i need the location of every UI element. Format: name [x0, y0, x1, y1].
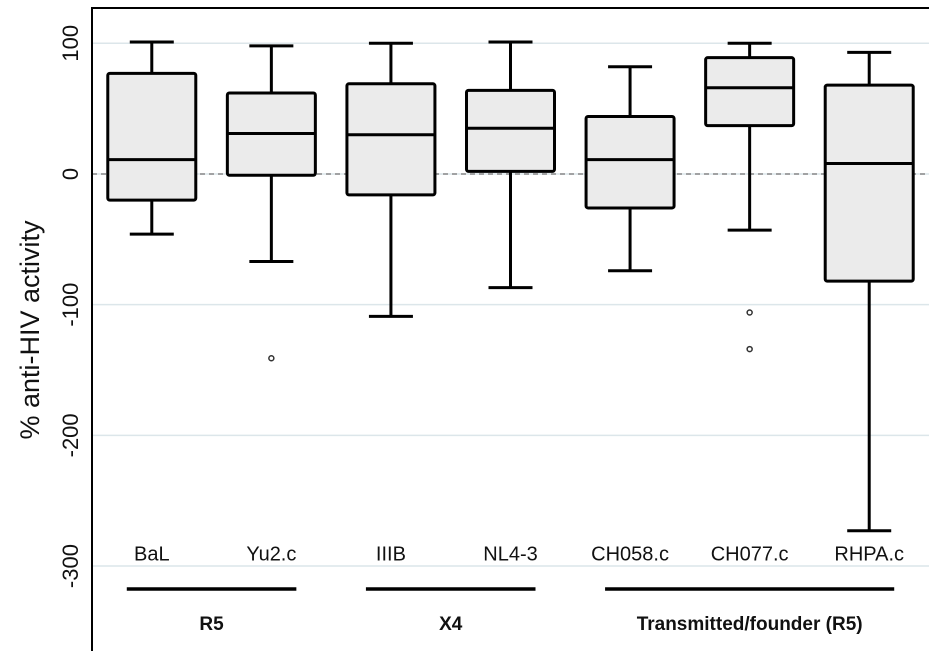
group-label: Transmitted/founder (R5) — [637, 614, 863, 635]
box — [704, 56, 796, 128]
box — [465, 88, 556, 173]
box — [584, 114, 676, 210]
group-label: R5 — [199, 614, 224, 635]
category-label: CH058.c — [591, 543, 669, 565]
category-label: Yu2.c — [246, 543, 296, 565]
y-tick-label: 100 — [58, 25, 83, 62]
outlier — [268, 355, 275, 362]
category-label: CH077.c — [711, 543, 789, 565]
y-tick-label: 0 — [58, 168, 83, 180]
group-label: X4 — [439, 614, 463, 635]
box — [106, 71, 198, 202]
box — [823, 83, 915, 283]
category-label: BaL — [134, 543, 170, 565]
category-label: IIIB — [376, 543, 406, 565]
category-label: RHPA.c — [834, 543, 904, 565]
plot-frame — [91, 7, 929, 651]
box — [345, 82, 437, 197]
outlier — [746, 309, 753, 316]
y-tick-label: -300 — [58, 544, 83, 588]
y-axis-title: % anti-HIV activity — [15, 220, 45, 440]
outlier — [746, 345, 753, 353]
y-tick-label: -100 — [58, 283, 83, 327]
y-tick-label: -200 — [58, 413, 83, 457]
category-label: NL4-3 — [483, 543, 537, 565]
